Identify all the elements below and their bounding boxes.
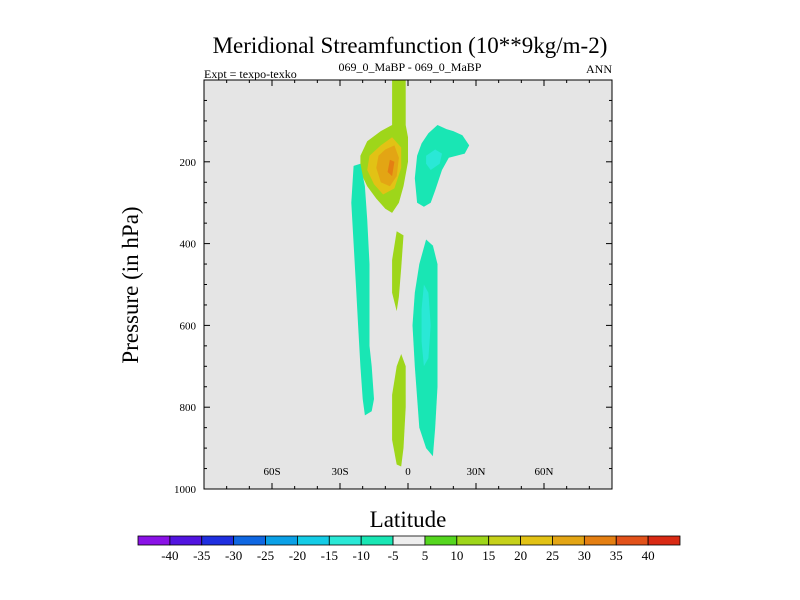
colorbar-box	[456, 535, 490, 546]
lower-positive-cell	[392, 354, 406, 467]
contour-fill-neg15	[421, 284, 431, 367]
colorbar-box	[424, 535, 458, 546]
colorbar-box	[328, 535, 362, 546]
colorbar-label: 35	[610, 548, 623, 563]
upper-positive-cell	[360, 80, 408, 213]
colorbar-label: 40	[642, 548, 655, 563]
colorbar-box	[137, 535, 171, 546]
colorbar-box	[392, 535, 426, 546]
colorbar-box	[360, 535, 394, 546]
x-tick-label: 30S	[331, 466, 348, 478]
colorbar-box	[647, 535, 681, 546]
colorbar-box	[552, 535, 585, 546]
colorbar-label: -40	[161, 548, 178, 563]
x-tick-label: 60N	[535, 466, 554, 478]
season-label: ANN	[586, 62, 612, 76]
colorbar-label: -25	[257, 548, 274, 563]
colorbar-label: 25	[546, 548, 559, 563]
colorbar: -40 -35 -30 -25 -20 -15 -10 -5 5 10 15 20 25 30 35 40	[137, 535, 681, 563]
colorbar-label: 20	[514, 548, 527, 563]
x-tick-label: 0	[405, 466, 411, 478]
lower-north-negative-cell	[412, 239, 438, 457]
colorbar-label: -15	[321, 548, 338, 563]
colorbar-box	[488, 535, 521, 546]
contour-fill-25	[376, 145, 399, 187]
contour-fill-neg10	[414, 125, 470, 207]
y-tick-label: 1000	[174, 484, 197, 496]
colorbar-box	[265, 535, 298, 546]
plot-area: 60S 30S 0 30N 60N 200 400 600 800 1000	[174, 79, 613, 496]
y-tick-label: 400	[180, 239, 197, 251]
colorbar-box	[583, 535, 617, 546]
y-tick-label: 800	[180, 402, 197, 414]
colorbar-label: 10	[450, 548, 463, 563]
upper-negative-cell	[414, 125, 470, 207]
colorbar-label: -35	[193, 548, 210, 563]
y-tick-label: 600	[180, 320, 197, 332]
colorbar-label: -5	[388, 548, 399, 563]
y-tick-label: 200	[180, 157, 197, 169]
colorbar-box	[233, 535, 266, 546]
experiment-label: Expt = texpo-texko	[204, 67, 297, 81]
colorbar-label: 30	[578, 548, 591, 563]
chart-title: Meridional Streamfunction (10**9kg/m-2)	[213, 33, 608, 58]
y-axis-label: Pressure (in hPa)	[118, 206, 143, 363]
contour-fill-10	[392, 231, 404, 312]
colorbar-box	[297, 535, 330, 546]
colorbar-label: 15	[482, 548, 495, 563]
colorbar-label: 5	[422, 548, 429, 563]
case-label: 069_0_MaBP - 069_0_MaBP	[339, 60, 482, 74]
colorbar-label: -10	[353, 548, 370, 563]
colorbar-box	[520, 535, 553, 546]
contour-layers	[351, 80, 470, 467]
contour-fill-10	[392, 354, 406, 467]
colorbar-box	[201, 535, 235, 546]
x-axis-label: Latitude	[370, 507, 447, 532]
contour-fill-neg10	[351, 163, 374, 416]
x-tick-label: 60S	[263, 466, 280, 478]
contour-fill-neg15	[426, 149, 442, 170]
colorbar-label: -20	[289, 548, 306, 563]
contour-fill-30	[387, 159, 395, 177]
colorbar-box	[169, 535, 203, 546]
x-tick-label: 30N	[467, 466, 486, 478]
mid-positive-sliver	[392, 231, 404, 312]
colorbar-label: -30	[225, 548, 242, 563]
lower-south-negative-cell	[351, 163, 374, 416]
colorbar-box	[615, 535, 649, 546]
